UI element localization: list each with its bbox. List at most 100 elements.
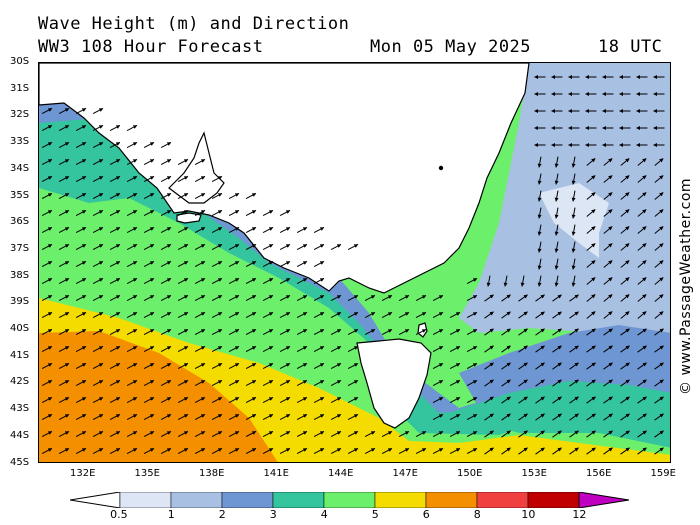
wave-direction-arrow — [126, 192, 138, 200]
wave-direction-arrow — [245, 362, 257, 370]
wave-direction-arrow — [58, 192, 70, 200]
wave-direction-arrow — [262, 396, 274, 404]
wave-direction-arrow — [228, 311, 240, 319]
wave-direction-arrow — [654, 345, 664, 353]
wave-direction-arrow — [537, 207, 542, 219]
wave-direction-arrow — [415, 430, 427, 438]
wave-direction-arrow — [126, 379, 138, 387]
wave-direction-arrow — [58, 277, 70, 285]
wave-height-colorbar — [70, 492, 630, 508]
wave-direction-arrow — [620, 311, 630, 319]
wave-direction-arrow — [347, 447, 359, 455]
wave-direction-arrow — [637, 175, 647, 183]
wave-direction-arrow — [552, 345, 562, 353]
wave-direction-arrow — [177, 328, 189, 336]
wave-direction-arrow — [501, 379, 511, 387]
wave-direction-arrow — [347, 345, 359, 353]
wave-direction-arrow — [245, 396, 257, 404]
wave-direction-arrow — [126, 328, 138, 336]
longitude-label: 144E — [328, 468, 354, 479]
wave-direction-arrow — [160, 243, 172, 251]
wave-direction-arrow — [313, 396, 325, 404]
wave-direction-arrow — [177, 175, 189, 183]
wave-direction-arrow — [58, 294, 70, 302]
wave-direction-arrow — [126, 243, 138, 251]
wave-direction-arrow — [347, 396, 359, 404]
wave-direction-arrow — [245, 447, 257, 455]
wave-direction-arrow — [126, 158, 138, 166]
wave-direction-arrow — [279, 379, 291, 387]
wave-direction-arrow — [296, 362, 308, 370]
wave-direction-arrow — [552, 379, 562, 387]
wave-direction-arrow — [432, 396, 444, 404]
wave-direction-arrow — [211, 209, 223, 217]
wave-direction-arrow — [313, 328, 325, 336]
australia-landmass — [39, 63, 530, 294]
wave-direction-arrow — [518, 396, 528, 404]
forecast-model: WW3 108 Hour Forecast — [38, 37, 264, 57]
colorbar-label: 3 — [269, 508, 277, 521]
wave-direction-arrow — [654, 430, 664, 438]
wave-direction-arrow — [58, 124, 70, 132]
wave-direction-arrow — [296, 345, 308, 353]
wave-direction-arrow — [41, 141, 53, 149]
colorbar-segment — [374, 492, 427, 508]
wave-direction-arrow — [194, 430, 206, 438]
wave-direction-arrow — [160, 311, 172, 319]
wave-direction-arrow — [143, 447, 155, 455]
wave-direction-arrow — [518, 311, 528, 319]
wave-direction-arrow — [41, 243, 53, 251]
wave-direction-arrows — [41, 75, 665, 455]
longitude-label: 135E — [134, 468, 160, 479]
wave-direction-arrow — [41, 175, 53, 183]
wave-direction-arrow — [620, 226, 630, 234]
wave-direction-arrow — [245, 226, 257, 234]
wave-direction-arrow — [449, 362, 461, 370]
wave-direction-arrow — [75, 345, 87, 353]
wave-direction-arrow — [620, 413, 630, 421]
wave-direction-arrow — [654, 209, 664, 217]
wave-direction-arrow — [75, 175, 87, 183]
wave-direction-arrow — [143, 243, 155, 251]
wave-direction-arrow — [228, 362, 240, 370]
latitude-label: 33S — [10, 136, 30, 148]
wave-direction-arrow — [654, 192, 664, 200]
wave-direction-arrow — [296, 396, 308, 404]
wave-direction-arrow — [398, 430, 410, 438]
wave-direction-arrow — [92, 311, 104, 319]
wave-direction-arrow — [143, 141, 155, 149]
wave-direction-arrow — [160, 294, 172, 302]
wave-direction-arrow — [262, 379, 274, 387]
wave-direction-arrow — [535, 311, 545, 319]
wave-direction-arrow — [75, 107, 87, 115]
wave-direction-arrow — [262, 430, 274, 438]
wave-direction-arrow — [92, 413, 104, 421]
wave-direction-arrow — [415, 294, 427, 302]
wave-direction-arrow — [75, 141, 87, 149]
wave-direction-arrow — [586, 396, 596, 404]
wave-direction-arrow — [262, 260, 274, 268]
wave-direction-arrow — [569, 396, 579, 404]
wave-direction-arrow — [503, 275, 508, 287]
wave-direction-arrow — [586, 294, 596, 302]
wave-direction-arrow — [449, 396, 461, 404]
wave-direction-arrow — [262, 294, 274, 302]
wave-direction-arrow — [177, 243, 189, 251]
wave-direction-arrow — [569, 311, 579, 319]
wave-direction-arrow — [654, 328, 664, 336]
wave-direction-arrow — [143, 413, 155, 421]
wave-direction-arrow — [654, 158, 664, 166]
wave-direction-arrow — [569, 328, 579, 336]
wave-direction-arrow — [347, 311, 359, 319]
wave-direction-arrow — [347, 243, 359, 251]
wave-direction-arrow — [194, 362, 206, 370]
wave-direction-arrow — [41, 107, 53, 115]
wave-direction-arrow — [484, 413, 494, 421]
wave-direction-arrow — [75, 413, 87, 421]
wave-direction-arrow — [109, 311, 121, 319]
wave-direction-arrow — [211, 277, 223, 285]
wave-direction-arrow — [228, 294, 240, 302]
wave-direction-arrow — [279, 430, 291, 438]
wave-direction-arrow — [313, 362, 325, 370]
wave-direction-arrow — [552, 430, 562, 438]
